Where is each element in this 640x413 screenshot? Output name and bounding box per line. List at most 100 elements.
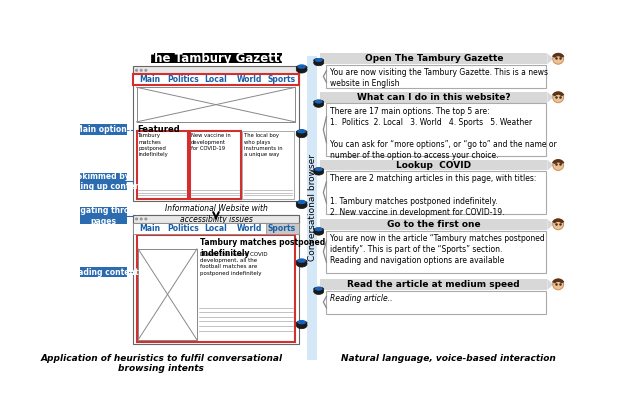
Bar bbox=[80, 267, 127, 278]
Text: World: World bbox=[236, 224, 262, 233]
Text: Tambury matches postponed
indefinitely: Tambury matches postponed indefinitely bbox=[200, 238, 325, 258]
Bar bbox=[136, 87, 296, 122]
Bar bbox=[134, 74, 298, 85]
Bar bbox=[136, 235, 296, 342]
Text: Main: Main bbox=[140, 75, 161, 84]
Ellipse shape bbox=[314, 168, 324, 172]
Ellipse shape bbox=[314, 229, 324, 235]
Text: The local boy
who plays
instruments in
a unique way: The local boy who plays instruments in a… bbox=[244, 133, 283, 157]
Ellipse shape bbox=[296, 259, 307, 263]
Bar bbox=[307, 56, 317, 360]
Bar bbox=[136, 131, 188, 199]
Circle shape bbox=[145, 69, 147, 72]
Text: Skimmed by
looking up content: Skimmed by looking up content bbox=[62, 171, 144, 191]
Text: Sports: Sports bbox=[268, 75, 296, 84]
Ellipse shape bbox=[296, 260, 307, 267]
Bar bbox=[320, 279, 547, 290]
Polygon shape bbox=[547, 219, 554, 230]
Ellipse shape bbox=[296, 321, 307, 325]
Bar bbox=[320, 53, 547, 64]
Bar bbox=[320, 92, 547, 103]
Circle shape bbox=[135, 69, 138, 72]
Text: Local: Local bbox=[205, 75, 227, 84]
Ellipse shape bbox=[314, 58, 324, 62]
Ellipse shape bbox=[296, 322, 307, 329]
Text: Tambury
matches
postponed
indefinitely: Tambury matches postponed indefinitely bbox=[138, 133, 168, 157]
Bar bbox=[132, 66, 300, 74]
Ellipse shape bbox=[314, 100, 324, 104]
Text: There are 2 matching articles in this page, with titles:

1. Tambury matches pos: There are 2 matching articles in this pa… bbox=[330, 174, 536, 216]
Ellipse shape bbox=[296, 130, 307, 134]
Ellipse shape bbox=[296, 202, 307, 209]
Bar bbox=[189, 131, 241, 199]
Text: Read the article at medium speed: Read the article at medium speed bbox=[348, 280, 520, 289]
Polygon shape bbox=[547, 279, 554, 290]
Text: Natural language, voice-based interaction: Natural language, voice-based interactio… bbox=[340, 354, 556, 363]
Ellipse shape bbox=[314, 59, 324, 66]
Text: Go to the first one: Go to the first one bbox=[387, 220, 481, 229]
Text: Reading article..: Reading article.. bbox=[330, 294, 392, 303]
Circle shape bbox=[140, 69, 143, 72]
Bar bbox=[243, 131, 294, 199]
Bar bbox=[134, 223, 298, 234]
Bar bbox=[132, 215, 300, 223]
Ellipse shape bbox=[314, 101, 324, 107]
Text: Due to the recent COVID
development, all the
football matches are
postponed inde: Due to the recent COVID development, all… bbox=[200, 252, 268, 275]
Text: Conversational browser: Conversational browser bbox=[308, 154, 317, 261]
Circle shape bbox=[553, 219, 564, 230]
Bar bbox=[326, 65, 546, 88]
Polygon shape bbox=[547, 53, 554, 64]
Ellipse shape bbox=[314, 228, 324, 232]
Circle shape bbox=[553, 53, 564, 64]
Text: There are 17 main options. The top 5 are:
1.  Politics  2. Local   3. World   4.: There are 17 main options. The top 5 are… bbox=[330, 107, 556, 160]
Text: Main: Main bbox=[140, 224, 161, 233]
Text: Application of heuristics to fulfil conversational
browsing intents: Application of heuristics to fulfil conv… bbox=[40, 354, 282, 373]
Bar bbox=[151, 52, 282, 64]
Polygon shape bbox=[547, 160, 554, 171]
Ellipse shape bbox=[296, 201, 307, 205]
Text: Open The Tambury Gazette: Open The Tambury Gazette bbox=[365, 54, 503, 63]
Circle shape bbox=[140, 217, 143, 221]
Circle shape bbox=[553, 279, 564, 290]
Text: The Tambury Gazette: The Tambury Gazette bbox=[146, 52, 287, 64]
Text: Politics: Politics bbox=[167, 224, 199, 233]
Circle shape bbox=[553, 92, 564, 103]
Bar bbox=[132, 215, 300, 344]
Bar bbox=[132, 66, 300, 201]
Ellipse shape bbox=[314, 287, 324, 291]
Bar bbox=[326, 291, 546, 313]
Bar bbox=[326, 230, 546, 273]
Ellipse shape bbox=[296, 131, 307, 138]
Bar bbox=[326, 104, 546, 156]
Ellipse shape bbox=[314, 288, 324, 294]
Text: Lookup  COVID: Lookup COVID bbox=[396, 161, 471, 170]
Text: Informational Website with
accessibility issues: Informational Website with accessibility… bbox=[164, 204, 268, 224]
Text: What can I do in this website?: What can I do in this website? bbox=[357, 93, 511, 102]
Text: Navigating through
pages: Navigating through pages bbox=[61, 206, 146, 225]
Text: New vaccine in
development
for COVID-19: New vaccine in development for COVID-19 bbox=[191, 133, 231, 151]
Text: Reading content: Reading content bbox=[67, 268, 139, 277]
Circle shape bbox=[135, 217, 138, 221]
Bar bbox=[80, 207, 127, 224]
Circle shape bbox=[553, 160, 564, 171]
Bar bbox=[80, 124, 127, 135]
Ellipse shape bbox=[296, 66, 307, 73]
Text: World: World bbox=[236, 75, 262, 84]
Text: You are now in the article “Tambury matches postponed
identify”. This is part of: You are now in the article “Tambury matc… bbox=[330, 234, 544, 265]
Bar bbox=[138, 249, 197, 340]
Text: Sports: Sports bbox=[268, 224, 296, 233]
Bar bbox=[80, 173, 127, 190]
Ellipse shape bbox=[314, 169, 324, 175]
Text: You are now visiting the Tambury Gazette. This is a news
website in English: You are now visiting the Tambury Gazette… bbox=[330, 68, 548, 88]
Bar bbox=[320, 219, 547, 230]
Circle shape bbox=[145, 217, 147, 221]
Bar bbox=[266, 223, 298, 234]
Ellipse shape bbox=[296, 65, 307, 69]
Bar bbox=[320, 160, 547, 171]
Text: Main options: Main options bbox=[75, 125, 131, 134]
Text: Featured: Featured bbox=[138, 125, 180, 134]
Bar bbox=[326, 171, 546, 214]
Polygon shape bbox=[547, 92, 554, 103]
Text: Local: Local bbox=[205, 224, 227, 233]
Text: Politics: Politics bbox=[167, 75, 199, 84]
